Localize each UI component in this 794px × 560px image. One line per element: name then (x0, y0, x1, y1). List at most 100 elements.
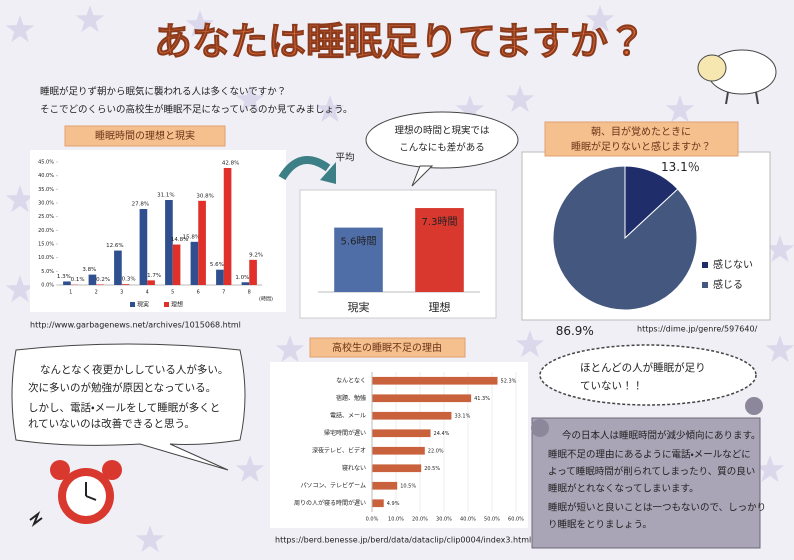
scroll-curl (531, 419, 549, 437)
star (185, 10, 215, 38)
legend-label: 感じる (713, 278, 743, 291)
shout-text: ていない！！ (580, 380, 643, 392)
star (75, 5, 105, 33)
y-tick-label: 25.0% (38, 214, 54, 220)
value-label: 41.3% (474, 396, 490, 402)
legend-swatch (702, 262, 708, 268)
clock-bell (50, 460, 70, 480)
panel (299, 189, 497, 319)
legend-label: 感じない (713, 258, 753, 271)
bar (372, 464, 422, 473)
y-tick-label: 15.0% (38, 242, 54, 248)
summary-text: 今の日本人は睡眠時間が減少傾向にあります。 (562, 430, 761, 442)
bar (139, 209, 148, 285)
x-tick-label: 1 (69, 290, 72, 296)
opinion-text: れていないのは改善できると思う。 (28, 417, 195, 430)
x-tick-label: 50.0% (484, 517, 500, 523)
panel (30, 150, 286, 312)
y-tick-label: 35.0% (38, 187, 54, 193)
star (665, 95, 695, 123)
star (275, 335, 305, 363)
value-label: 20.5% (424, 466, 440, 472)
star (755, 455, 785, 483)
value-label: 52.3% (501, 378, 517, 384)
y-tick-label: 40.0% (38, 173, 54, 179)
pie-slice (624, 165, 679, 240)
y-tick-label: 5.0% (41, 269, 54, 275)
value-label: 7.3時間 (422, 216, 458, 228)
star (765, 235, 794, 263)
value-label: 12.6% (106, 243, 123, 249)
bar (172, 244, 181, 285)
value-label: 5.6時間 (341, 236, 377, 248)
opinion-text: しかし、電話・メールをして睡眠が多くと (28, 401, 220, 414)
bar (198, 200, 206, 285)
y-tick-label: 宿題、勉強 (336, 394, 366, 402)
star (455, 95, 485, 123)
shout-text: ほとんどの人が睡眠が足り (580, 361, 706, 374)
summary-text: よって睡眠時間が削られてしまったり、質の良い (548, 466, 755, 478)
label-box (309, 337, 466, 358)
bar (88, 274, 97, 285)
bar (372, 376, 498, 385)
scroll (531, 417, 761, 549)
y-tick-label: なんとなく (336, 377, 366, 384)
value-label: 9.2% (249, 252, 263, 258)
value-label: 33.1% (454, 413, 470, 419)
summary-text: 睡眠がとれなくなってしまいます。 (548, 483, 699, 495)
bar (216, 269, 224, 285)
x-tick-label: 3 (120, 290, 123, 296)
bar (372, 446, 425, 455)
sheep-head (697, 54, 727, 82)
summary-text: 睡眠不足の理由にあるように電話・メールなどに (548, 449, 751, 461)
y-tick-label: 30.0% (38, 201, 54, 207)
x-tick-label: 現実 (348, 301, 370, 314)
value-label: 0.2% (96, 277, 110, 283)
x-tick-label: 5 (171, 290, 174, 296)
star (135, 525, 165, 553)
label-box (544, 121, 739, 157)
bar (372, 481, 398, 490)
bubble-text: こんなにも差がある (399, 142, 485, 154)
opinion-text: なんとなく夜更かししている人が多い。 (40, 363, 228, 376)
star (765, 335, 794, 363)
value-label: 13.1％ (661, 160, 700, 174)
bar (372, 499, 384, 508)
source-url: https://berd.benesse.jp/berd/data/datacl… (275, 536, 531, 545)
value-label: 10.5% (400, 483, 416, 489)
chart-title: 睡眠が足りないと感じますか？ (571, 140, 711, 153)
y-tick-label: 帰宅時間が遅い (324, 429, 366, 437)
summary-text: り睡眠をとりましょう。 (548, 519, 652, 531)
bar (372, 411, 452, 420)
bubble-tail (411, 165, 434, 187)
bar (241, 282, 250, 285)
intro-line: 睡眠が足りず朝から眠気に襲われる人は多くないですか？ (40, 86, 286, 98)
y-tick-label: 電話、メール (330, 412, 366, 419)
value-label: 5.6% (210, 262, 224, 268)
value-label: 1.7% (147, 273, 161, 279)
value-label: 0.3% (122, 277, 136, 283)
bar (249, 259, 257, 285)
clock-bell (102, 460, 122, 480)
chart-title: 朝、目が覚めたときに (591, 125, 691, 138)
value-label: 31.1% (157, 192, 174, 198)
value-label: 30.8% (196, 193, 213, 199)
y-tick-label: 寝れない (342, 464, 366, 472)
y-tick-label: パソコン、テレビゲーム (301, 481, 366, 489)
opinion-text: 次に多いのが勉強が原因となっている。 (28, 381, 216, 394)
value-label: 4.9% (387, 501, 400, 507)
charts: 0.0%5.0%10.0%15.0%20.0%25.0%30.0%35.0%40… (38, 160, 753, 523)
speech-bubble (365, 111, 519, 169)
value-label: 1.0% (235, 275, 249, 281)
sheep-leg (755, 91, 759, 105)
bar (63, 281, 71, 285)
x-tick-label: 8 (248, 290, 251, 296)
value-label: 15.8% (183, 234, 200, 240)
x-tick-label: 2 (95, 290, 98, 296)
y-tick-label: 周りの人が寝る時間が遅い (294, 499, 366, 507)
value-label: 42.8% (222, 161, 239, 167)
value-label: 14.8% (171, 237, 188, 243)
bar (190, 241, 199, 285)
x-tick-label: 7 (222, 290, 225, 296)
